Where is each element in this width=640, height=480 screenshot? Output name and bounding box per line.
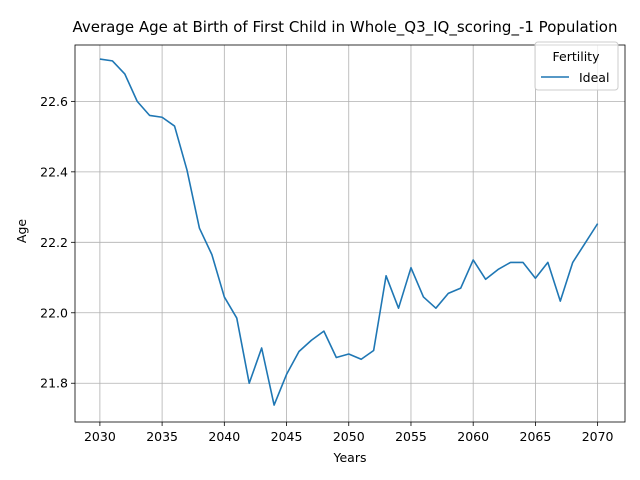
y-tick-label: 21.8 [40, 376, 68, 391]
legend-box [534, 41, 619, 91]
legend: Fertility Ideal [534, 41, 619, 91]
x-tick-label: 2055 [395, 429, 427, 444]
legend-label-ideal: Ideal [579, 70, 609, 85]
x-tick-label: 2045 [271, 429, 303, 444]
x-tick-label: 2060 [457, 429, 489, 444]
y-tick-label: 22.2 [40, 235, 68, 250]
grid [75, 45, 625, 422]
y-tick-label: 22.6 [40, 94, 68, 109]
legend-title: Fertility [553, 49, 601, 64]
plot-frame [74, 44, 626, 423]
series-line-ideal [99, 58, 599, 406]
x-axis-label: Years [333, 450, 367, 465]
chart-title: Average Age at Birth of First Child in W… [72, 18, 617, 37]
x-tick-label: 2050 [333, 429, 365, 444]
x-axis: 2030 2035 2040 2045 2050 2055 2060 2065 2070 [84, 422, 614, 444]
y-tick-label: 22.0 [40, 305, 68, 320]
y-axis: 21.8 22.0 22.2 22.4 22.6 [40, 94, 75, 391]
x-tick-label: 2030 [84, 429, 116, 444]
series-layer [99, 58, 599, 406]
y-axis-label: Age [14, 219, 29, 243]
x-tick-label: 2065 [520, 429, 552, 444]
x-tick-label: 2070 [582, 429, 614, 444]
x-tick-label: 2035 [146, 429, 178, 444]
x-tick-label: 2040 [208, 429, 240, 444]
y-tick-label: 22.4 [40, 164, 68, 179]
